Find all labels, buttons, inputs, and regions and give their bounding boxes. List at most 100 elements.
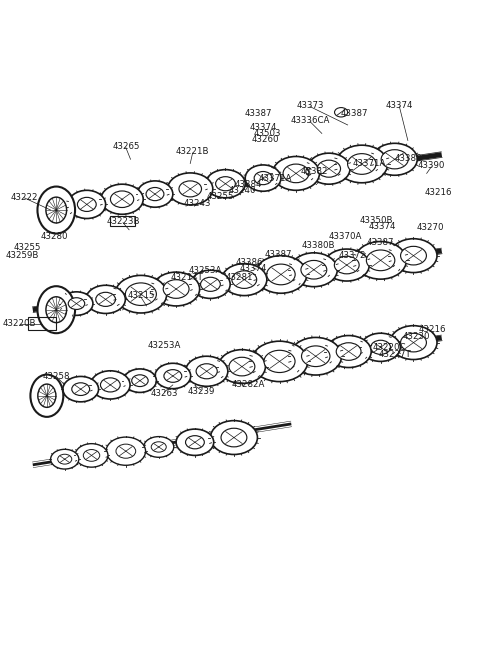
- Ellipse shape: [366, 250, 395, 271]
- Ellipse shape: [72, 383, 90, 396]
- Text: 43243: 43243: [183, 199, 211, 208]
- Ellipse shape: [68, 298, 84, 309]
- Text: 43265: 43265: [112, 142, 140, 150]
- Ellipse shape: [348, 154, 376, 174]
- Text: 43216: 43216: [419, 325, 446, 334]
- Ellipse shape: [401, 333, 426, 352]
- Text: 43215: 43215: [127, 291, 155, 300]
- Text: 43374: 43374: [249, 123, 277, 132]
- Text: 43371A: 43371A: [258, 173, 291, 183]
- Ellipse shape: [91, 371, 130, 399]
- Ellipse shape: [283, 164, 309, 183]
- Ellipse shape: [371, 340, 390, 354]
- Ellipse shape: [308, 153, 350, 184]
- Text: 43382: 43382: [300, 166, 327, 175]
- Ellipse shape: [60, 292, 93, 315]
- Ellipse shape: [100, 378, 120, 392]
- Ellipse shape: [267, 264, 295, 284]
- Text: 43280: 43280: [40, 233, 68, 241]
- Bar: [28, 317, 56, 330]
- Ellipse shape: [151, 442, 166, 452]
- Ellipse shape: [361, 333, 400, 361]
- Text: 43374: 43374: [368, 223, 396, 231]
- Ellipse shape: [336, 145, 388, 183]
- Text: 43223B: 43223B: [106, 217, 140, 226]
- Text: 43220C: 43220C: [372, 343, 406, 351]
- Ellipse shape: [336, 343, 361, 360]
- Text: 43387: 43387: [367, 238, 395, 247]
- Ellipse shape: [137, 181, 173, 207]
- Ellipse shape: [401, 246, 426, 265]
- Ellipse shape: [390, 326, 437, 359]
- Ellipse shape: [221, 428, 247, 447]
- Text: 43282A: 43282A: [231, 380, 265, 390]
- Ellipse shape: [46, 297, 67, 323]
- Ellipse shape: [168, 173, 213, 205]
- Text: 43240: 43240: [228, 187, 256, 195]
- Ellipse shape: [196, 364, 217, 379]
- Text: 43221B: 43221B: [176, 147, 209, 156]
- Ellipse shape: [216, 177, 235, 191]
- Ellipse shape: [96, 292, 116, 306]
- Text: 43260: 43260: [252, 135, 279, 144]
- Ellipse shape: [101, 184, 143, 214]
- Ellipse shape: [290, 253, 337, 286]
- Ellipse shape: [123, 369, 156, 392]
- Ellipse shape: [163, 280, 189, 298]
- Bar: [110, 215, 135, 226]
- Text: 43387: 43387: [264, 250, 292, 259]
- Text: 43230: 43230: [402, 332, 430, 341]
- Ellipse shape: [206, 170, 245, 198]
- Ellipse shape: [186, 436, 204, 449]
- Ellipse shape: [77, 197, 96, 212]
- Text: 43374: 43374: [385, 101, 413, 110]
- Ellipse shape: [186, 356, 228, 386]
- Ellipse shape: [381, 150, 408, 169]
- Text: 43350B: 43350B: [359, 216, 393, 225]
- Text: 43386: 43386: [235, 258, 263, 267]
- Text: 43390: 43390: [418, 161, 445, 170]
- Ellipse shape: [58, 454, 72, 464]
- Text: 43371A: 43371A: [352, 160, 385, 168]
- Text: 43263: 43263: [151, 389, 178, 398]
- Ellipse shape: [132, 374, 148, 386]
- Text: 43222: 43222: [11, 193, 38, 202]
- Ellipse shape: [210, 420, 257, 455]
- Ellipse shape: [301, 260, 327, 279]
- Text: 43253A: 43253A: [188, 265, 221, 275]
- Text: 43370A: 43370A: [329, 232, 362, 241]
- Ellipse shape: [125, 283, 156, 306]
- Text: 43503: 43503: [254, 129, 282, 138]
- Ellipse shape: [176, 429, 214, 455]
- Text: 43374: 43374: [240, 264, 267, 273]
- Text: 43259B: 43259B: [6, 251, 39, 260]
- Text: 43216: 43216: [424, 188, 452, 196]
- Ellipse shape: [146, 187, 164, 200]
- Ellipse shape: [252, 341, 308, 382]
- Ellipse shape: [155, 363, 191, 389]
- Ellipse shape: [191, 270, 230, 298]
- Ellipse shape: [254, 171, 272, 185]
- Ellipse shape: [38, 384, 56, 407]
- Ellipse shape: [355, 242, 407, 279]
- Ellipse shape: [301, 346, 330, 367]
- Ellipse shape: [106, 437, 145, 465]
- Ellipse shape: [75, 443, 108, 467]
- Ellipse shape: [222, 263, 267, 296]
- Ellipse shape: [335, 256, 359, 274]
- Ellipse shape: [317, 160, 340, 177]
- Ellipse shape: [390, 238, 437, 273]
- Text: 43372: 43372: [339, 251, 366, 260]
- Text: 43270: 43270: [417, 223, 444, 233]
- Ellipse shape: [245, 165, 281, 191]
- Ellipse shape: [179, 181, 202, 197]
- Text: 43217T: 43217T: [170, 273, 204, 283]
- Text: 43373: 43373: [296, 101, 324, 110]
- Ellipse shape: [30, 374, 63, 417]
- Text: 43258: 43258: [43, 372, 70, 381]
- Ellipse shape: [164, 370, 182, 382]
- Ellipse shape: [153, 272, 200, 306]
- Ellipse shape: [63, 376, 98, 402]
- Ellipse shape: [46, 197, 67, 223]
- Ellipse shape: [218, 350, 265, 384]
